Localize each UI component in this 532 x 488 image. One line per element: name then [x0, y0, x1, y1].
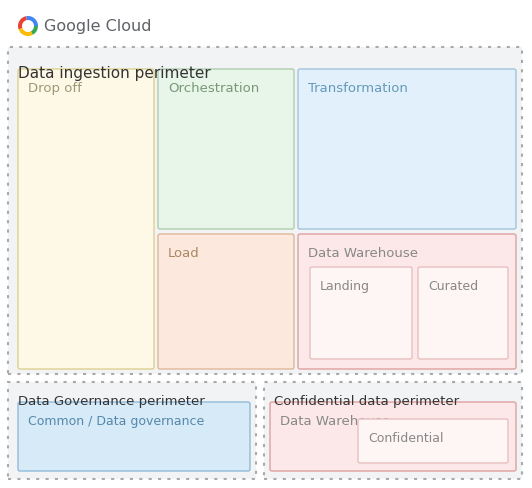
FancyBboxPatch shape: [18, 70, 154, 369]
Text: Data Governance perimeter: Data Governance perimeter: [18, 394, 205, 407]
Text: Data Warehouse: Data Warehouse: [308, 246, 418, 260]
Bar: [8, 48, 522, 374]
Text: Transformation: Transformation: [308, 82, 408, 95]
Text: Google Cloud: Google Cloud: [44, 20, 152, 35]
Text: Curated: Curated: [428, 280, 478, 292]
Text: Data ingestion perimeter: Data ingestion perimeter: [18, 66, 211, 81]
Text: Confidential: Confidential: [368, 431, 444, 444]
FancyBboxPatch shape: [270, 402, 516, 471]
Wedge shape: [18, 17, 27, 30]
FancyBboxPatch shape: [298, 70, 516, 229]
Text: Load: Load: [168, 246, 200, 260]
FancyBboxPatch shape: [310, 267, 412, 359]
Bar: [8, 382, 256, 479]
Text: Orchestration: Orchestration: [168, 82, 259, 95]
Bar: [8, 382, 256, 479]
Wedge shape: [26, 17, 38, 27]
Text: Landing: Landing: [320, 280, 370, 292]
Bar: [264, 382, 522, 479]
Text: Data Warehouse: Data Warehouse: [280, 414, 390, 427]
Text: Confidential data perimeter: Confidential data perimeter: [274, 394, 459, 407]
Wedge shape: [19, 29, 33, 37]
FancyBboxPatch shape: [298, 235, 516, 369]
Text: Common / Data governance: Common / Data governance: [28, 414, 204, 427]
Bar: [8, 48, 522, 374]
Bar: [264, 382, 522, 479]
FancyBboxPatch shape: [358, 419, 508, 463]
FancyBboxPatch shape: [158, 235, 294, 369]
Wedge shape: [31, 27, 38, 36]
FancyBboxPatch shape: [418, 267, 508, 359]
Text: Drop off: Drop off: [28, 82, 82, 95]
FancyBboxPatch shape: [158, 70, 294, 229]
FancyBboxPatch shape: [18, 402, 250, 471]
